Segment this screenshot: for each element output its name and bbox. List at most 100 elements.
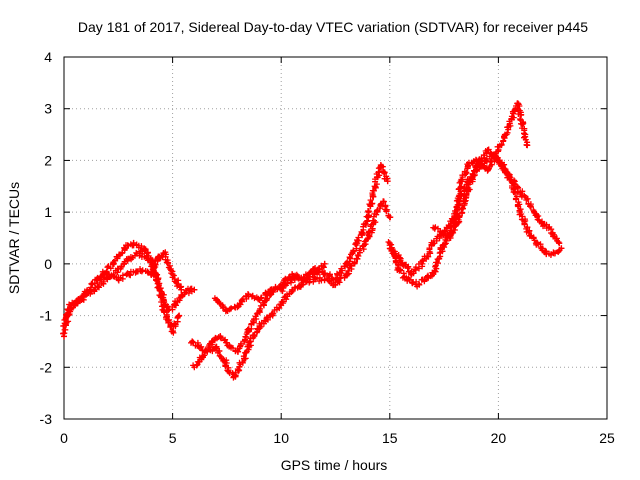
data-point xyxy=(508,116,515,123)
data-point xyxy=(365,235,372,241)
data-point xyxy=(519,121,526,128)
data-point xyxy=(104,271,111,278)
data-point xyxy=(267,291,274,298)
grid-lines xyxy=(64,57,607,419)
data-point xyxy=(115,266,122,273)
data-point xyxy=(484,167,491,174)
data-point xyxy=(61,333,67,340)
data-point xyxy=(354,240,361,247)
data-point xyxy=(178,286,185,293)
data-point xyxy=(386,245,393,252)
data-point xyxy=(525,229,532,236)
x-tick-label: 20 xyxy=(491,430,507,446)
data-point xyxy=(473,157,480,164)
data-point xyxy=(67,302,74,309)
data-point xyxy=(115,276,122,283)
data-point xyxy=(523,141,530,148)
data-point xyxy=(395,266,402,273)
data-point xyxy=(321,260,328,267)
data-point xyxy=(365,214,372,221)
data-point xyxy=(384,178,391,185)
series-trace-h xyxy=(386,146,563,278)
data-point xyxy=(154,255,161,262)
data-point xyxy=(371,183,378,190)
data-point xyxy=(412,281,419,288)
data-point xyxy=(245,291,252,298)
data-point xyxy=(247,338,254,345)
data-point xyxy=(165,317,172,324)
data-point xyxy=(378,162,385,169)
data-point xyxy=(464,188,471,195)
data-point xyxy=(386,240,393,247)
data-point xyxy=(191,286,198,293)
data-point xyxy=(534,240,541,247)
data-point xyxy=(373,209,380,216)
data-point xyxy=(517,188,524,195)
data-point xyxy=(256,322,263,329)
data-point xyxy=(191,364,198,371)
data-point xyxy=(137,266,144,273)
data-point xyxy=(321,276,328,283)
data-point xyxy=(141,245,148,252)
data-point xyxy=(514,100,521,107)
data-point xyxy=(430,271,437,278)
data-point xyxy=(126,271,133,278)
data-point xyxy=(110,260,117,267)
data-point xyxy=(343,260,350,267)
data-point xyxy=(267,286,274,293)
series-trace-e xyxy=(190,162,391,371)
data-point xyxy=(126,255,133,262)
data-point xyxy=(256,307,263,314)
y-tick-label: 3 xyxy=(44,101,52,117)
data-point xyxy=(343,271,350,278)
data-point xyxy=(501,131,508,138)
data-point xyxy=(517,209,524,216)
data-point xyxy=(178,291,185,298)
data-point xyxy=(147,271,154,278)
data-point xyxy=(130,240,137,247)
data-points xyxy=(60,100,565,381)
series-trace-f xyxy=(211,260,328,315)
data-point xyxy=(386,214,393,221)
data-point xyxy=(61,322,67,329)
x-tick-label: 5 xyxy=(169,430,177,446)
data-point xyxy=(208,338,215,345)
data-point xyxy=(223,307,230,314)
data-point xyxy=(158,291,165,298)
data-point xyxy=(189,338,196,345)
axis-ticks xyxy=(63,56,608,420)
data-point xyxy=(213,343,220,350)
data-point xyxy=(195,343,202,350)
data-point xyxy=(549,229,556,236)
data-point xyxy=(267,312,274,319)
data-point xyxy=(527,203,534,210)
x-tick-labels: 0 5 10 15 20 25 xyxy=(60,430,615,446)
data-point xyxy=(91,286,98,293)
data-point xyxy=(217,333,224,340)
data-point xyxy=(538,219,545,226)
plot-frame xyxy=(63,56,608,420)
data-point xyxy=(200,353,207,360)
data-point xyxy=(171,302,178,309)
series-trace-d xyxy=(188,198,394,381)
data-point xyxy=(234,302,241,309)
x-tick-label: 0 xyxy=(60,430,68,446)
data-point xyxy=(558,245,565,252)
data-point xyxy=(404,276,411,283)
data-point xyxy=(310,271,317,278)
chart-title: Day 181 of 2017, Sidereal Day-to-day VTE… xyxy=(78,19,588,35)
data-point xyxy=(299,276,306,283)
data-point xyxy=(234,348,241,355)
y-tick-label: -3 xyxy=(40,411,53,427)
data-point xyxy=(289,286,296,293)
data-point xyxy=(447,235,454,241)
data-point xyxy=(551,250,558,257)
series-trace-i xyxy=(430,100,531,238)
data-point xyxy=(321,271,328,278)
data-point xyxy=(121,245,128,252)
y-tick-label: 1 xyxy=(44,204,52,220)
data-point xyxy=(419,260,426,267)
data-point xyxy=(278,302,285,309)
y-tick-label: 0 xyxy=(44,256,52,272)
